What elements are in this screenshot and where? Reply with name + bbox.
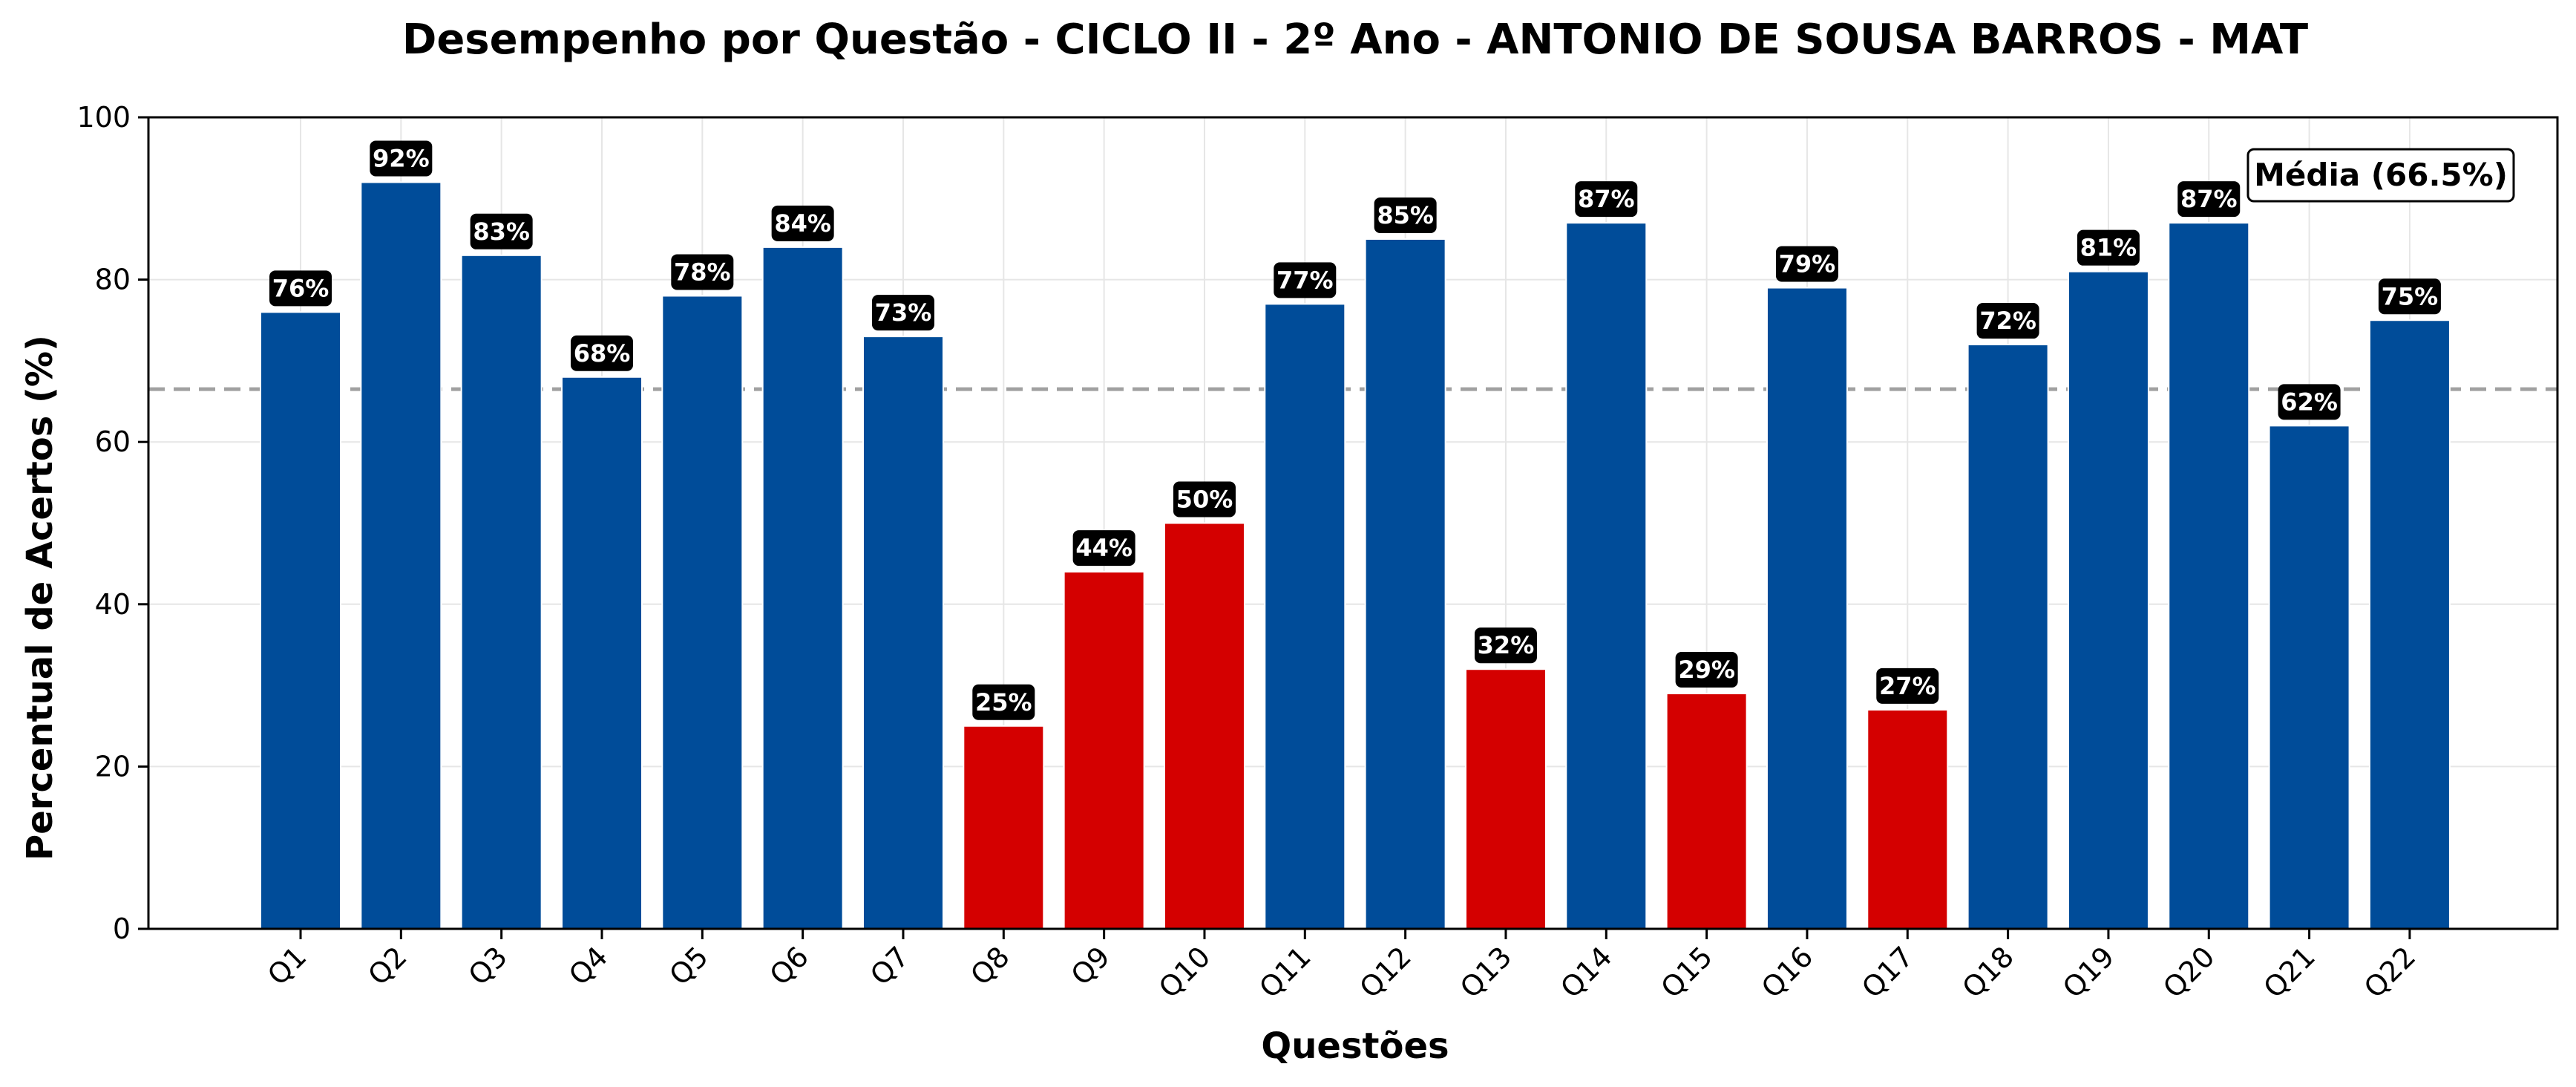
- bar-q12: [1366, 239, 1446, 929]
- data-label-q2: 92%: [370, 140, 432, 176]
- chart-title: Desempenho por Questão - CICLO II - 2º A…: [402, 16, 2308, 64]
- bar-q16: [1767, 288, 1847, 929]
- bar-q19: [2068, 272, 2149, 929]
- data-label-text: 79%: [1779, 250, 1836, 278]
- data-label-q17: 27%: [1876, 668, 1938, 704]
- data-label-text: 85%: [1377, 201, 1434, 229]
- data-label-q22: 75%: [2379, 278, 2441, 314]
- bar-q20: [2169, 223, 2249, 929]
- data-label-text: 32%: [1478, 631, 1535, 659]
- bar-q11: [1265, 304, 1345, 929]
- bar-q7: [863, 336, 943, 929]
- data-label-text: 25%: [975, 688, 1032, 716]
- bar-q14: [1566, 223, 1646, 929]
- bar-q5: [662, 296, 742, 929]
- data-label-q16: 79%: [1776, 247, 1838, 282]
- data-label-text: 83%: [473, 218, 530, 246]
- data-label-text: 50%: [1176, 486, 1233, 514]
- mean-legend-label: Média (66.5%): [2254, 157, 2508, 193]
- bar-q22: [2370, 320, 2450, 929]
- data-label-text: 76%: [272, 274, 330, 302]
- bar-q2: [361, 182, 441, 929]
- y-tick-label: 40: [95, 588, 131, 621]
- data-label-text: 68%: [574, 339, 631, 368]
- bar-q9: [1064, 572, 1144, 929]
- data-label-q11: 77%: [1274, 262, 1336, 298]
- bar-q8: [963, 726, 1043, 929]
- y-tick-label: 20: [95, 750, 131, 783]
- data-label-text: 62%: [2281, 388, 2338, 416]
- bar-q1: [260, 312, 341, 929]
- data-label-text: 75%: [2382, 282, 2439, 310]
- bar-q17: [1867, 710, 1947, 929]
- data-label-q4: 68%: [571, 336, 633, 371]
- data-label-q14: 87%: [1575, 181, 1637, 217]
- data-label-q21: 62%: [2278, 384, 2341, 420]
- data-label-text: 81%: [2080, 234, 2137, 262]
- data-label-q20: 87%: [2177, 181, 2240, 217]
- data-label-q6: 84%: [772, 206, 834, 241]
- y-tick-label: 0: [113, 913, 131, 945]
- data-label-text: 44%: [1075, 534, 1133, 562]
- data-label-q8: 25%: [972, 685, 1035, 720]
- data-label-text: 73%: [875, 298, 932, 327]
- y-tick-label: 80: [95, 264, 131, 296]
- data-label-text: 78%: [674, 258, 731, 286]
- bar-q21: [2269, 425, 2350, 929]
- y-tick-label: 60: [95, 425, 131, 458]
- bar-q3: [462, 255, 542, 929]
- data-label-q13: 32%: [1475, 627, 1537, 663]
- data-label-text: 92%: [373, 144, 430, 172]
- data-label-q3: 83%: [471, 214, 533, 249]
- data-label-text: 27%: [1879, 672, 1936, 700]
- bar-q10: [1164, 523, 1245, 930]
- data-label-q19: 81%: [2077, 230, 2140, 266]
- data-label-q7: 73%: [872, 295, 934, 330]
- data-label-text: 29%: [1678, 656, 1735, 684]
- y-axis-label: Percentual de Acertos (%): [19, 335, 61, 861]
- data-label-text: 72%: [1979, 307, 2036, 335]
- bar-q15: [1667, 693, 1747, 929]
- bar-q6: [763, 247, 843, 929]
- y-tick-label: 100: [76, 101, 131, 134]
- data-label-q18: 72%: [1977, 303, 2039, 339]
- data-label-q1: 76%: [269, 270, 332, 306]
- data-label-q12: 85%: [1374, 198, 1437, 233]
- data-label-text: 87%: [2180, 185, 2238, 213]
- x-axis-label: Questões: [1261, 1025, 1449, 1067]
- data-label-q5: 78%: [671, 254, 733, 290]
- bar-q18: [1968, 345, 2048, 929]
- data-label-q9: 44%: [1073, 530, 1135, 566]
- data-label-text: 77%: [1276, 266, 1334, 294]
- data-label-text: 84%: [774, 209, 831, 238]
- data-label-q10: 50%: [1173, 482, 1236, 518]
- mean-legend: Média (66.5%): [2248, 149, 2514, 201]
- bar-q4: [562, 377, 642, 929]
- data-label-text: 87%: [1578, 185, 1635, 213]
- bar-q13: [1466, 669, 1546, 929]
- data-label-q15: 29%: [1676, 652, 1738, 688]
